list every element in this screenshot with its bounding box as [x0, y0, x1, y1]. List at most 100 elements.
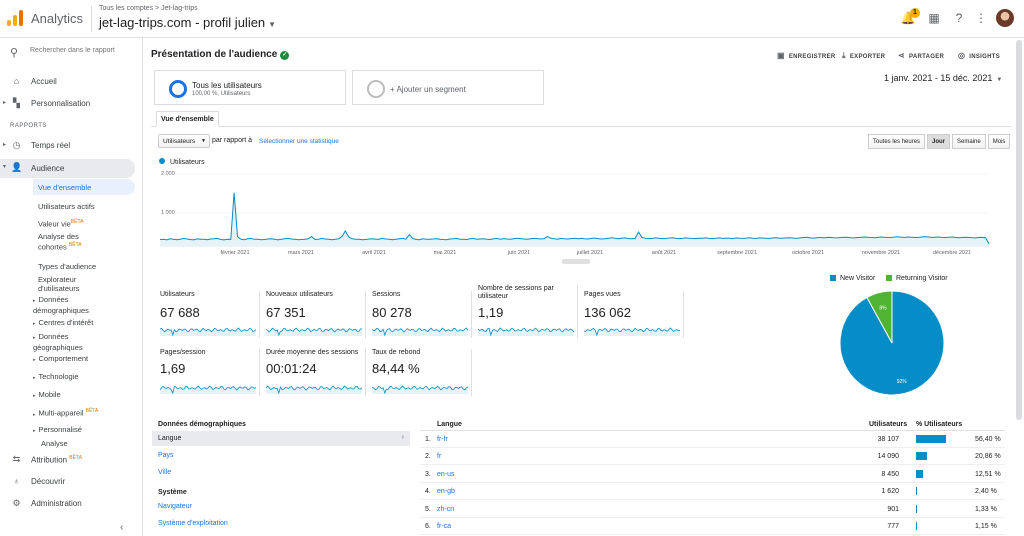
row-language-link[interactable]: fr — [437, 453, 442, 461]
pie-legend-returning: Returning Visitor — [886, 275, 948, 282]
apps-grid-icon[interactable]: ▦ — [928, 11, 940, 25]
insights-button[interactable]: ◎ INSIGHTS — [958, 51, 1000, 60]
sidebar-item-home[interactable]: ⌂ Accueil — [0, 73, 135, 90]
sidebar-item-attribution[interactable]: ⇆ Attribution BÊTA — [0, 451, 135, 468]
demographics-country[interactable]: Pays — [158, 452, 174, 459]
sidebar-sub-cohort[interactable]: Analyse des cohortes BÊTA — [38, 232, 108, 252]
scorecard-new-users[interactable]: Nouveaux utilisateurs 67 351 — [264, 291, 366, 338]
granularity-day-button[interactable]: Jour — [927, 134, 951, 149]
scorecard-value: 1,69 — [160, 361, 186, 376]
sidebar-item-audience[interactable]: ▾ 👤 Audience — [0, 159, 135, 178]
property-selector[interactable]: jet-lag-trips.com - profil julien ▼ — [99, 15, 276, 30]
breadcrumb[interactable]: Tous les comptes > Jet-lag-trips — [99, 5, 198, 12]
granularity-week-button[interactable]: Semaine — [952, 134, 986, 149]
sidebar-item-admin[interactable]: ⚙ Administration — [0, 495, 135, 512]
sparkline-area — [160, 386, 256, 394]
scorecard-sessions-per-user[interactable]: Nombre de sessions par utilisateur 1,19 — [476, 285, 578, 338]
scorecard-label: Nouveaux utilisateurs — [266, 291, 333, 298]
avatar[interactable] — [996, 9, 1014, 27]
sidebar-sub-behavior[interactable]: ▸ Comportement — [33, 354, 135, 365]
row-language-link[interactable]: en-gb — [437, 488, 455, 496]
sidebar-item-discover[interactable]: ♁ Découvrir — [0, 473, 135, 490]
col-header-users[interactable]: Utilisateurs — [869, 421, 908, 428]
sidebar-item-realtime[interactable]: ▸ ◷ Temps réel — [0, 137, 135, 154]
collapse-sidebar-icon[interactable]: ‹ — [120, 522, 124, 533]
sidebar-sub-lifetime-value[interactable]: Valeur vieBÊTA — [38, 218, 140, 229]
system-browser[interactable]: Navigateur — [158, 503, 192, 510]
table-row[interactable]: 2. fr 14 090 20,86 % — [420, 448, 1005, 466]
chart-resize-handle[interactable] — [562, 259, 590, 264]
row-share-bar — [916, 504, 917, 513]
save-icon: ▣ — [777, 51, 785, 60]
table-row[interactable]: 3. en-us 8 450 12,51 % — [420, 466, 1005, 483]
scorecard-users[interactable]: Utilisateurs 67 688 — [158, 291, 260, 338]
sidebar-sub-multi-device[interactable]: ▸ Multi-appareil BÊTA — [33, 407, 135, 420]
save-button[interactable]: ▣ ENREGISTRER — [777, 51, 836, 60]
scorecard-sessions[interactable]: Sessions 80 278 — [370, 291, 472, 338]
table-row[interactable]: 1. fr-fr 38 107 56,40 % — [420, 431, 1005, 448]
scorecard-avg-session-duration[interactable]: Durée moyenne des sessions 00:01:24 — [264, 349, 366, 396]
analytics-logo[interactable] — [7, 10, 23, 26]
add-segment-button[interactable]: + Ajouter un segment — [352, 70, 544, 105]
granularity-hourly-button[interactable]: Toutes les heures — [868, 134, 926, 149]
sidebar-sub-explorer[interactable]: Explorateur d'utilisateurs — [38, 275, 80, 293]
demographics-city[interactable]: Ville — [158, 469, 172, 476]
more-vert-icon[interactable]: ⋮ — [975, 11, 987, 25]
row-pct-users: 20,86 % — [975, 453, 1001, 461]
sidebar: ⚲ ⌂ Accueil ▸ ▚ Personnalisation RAPPORT… — [0, 38, 143, 536]
sidebar-sub-label: Mobile — [38, 390, 61, 399]
sidebar-sub-mobile[interactable]: ▸ Mobile — [33, 390, 135, 401]
sidebar-sub-analysis[interactable]: Analyse — [41, 439, 68, 448]
row-language-link[interactable]: zh-cn — [437, 505, 455, 513]
page-scrollbar[interactable] — [1016, 40, 1022, 420]
tab-overview[interactable]: Vue d'ensemble — [156, 111, 219, 127]
sidebar-sub-demographics[interactable]: ▸ Données démographiques — [33, 295, 113, 315]
pie-slice-returning-visitor[interactable] — [866, 290, 893, 344]
row-pct-users: 2,40 % — [975, 488, 997, 496]
segment-title: Tous les utilisateurs — [192, 81, 262, 90]
help-icon[interactable]: ? — [955, 11, 963, 25]
breadcrumb-item[interactable]: Jet-lag-trips — [161, 5, 198, 12]
sidebar-sub-label: Données démographiques — [33, 295, 89, 315]
breadcrumb-item[interactable]: Tous les comptes — [99, 5, 154, 12]
visitor-type-pie-chart[interactable]: 92% 8% — [837, 288, 947, 398]
sidebar-sub-custom[interactable]: ▸ Personnalisé — [33, 425, 135, 436]
row-language-link[interactable]: fr-ca — [437, 523, 451, 530]
sidebar-sub-audiences[interactable]: Types d'audience — [38, 262, 97, 271]
property-name[interactable]: jet-lag-trips.com - profil julien — [99, 15, 266, 30]
system-os[interactable]: Système d'exploitation — [158, 520, 228, 527]
table-row[interactable]: 6. fr-ca 777 1,15 % — [420, 518, 1005, 535]
expand-arrow-icon: ▸ — [33, 357, 36, 363]
share-button[interactable]: ⋖ PARTAGER — [898, 51, 944, 60]
sidebar-sub-geo[interactable]: ▸ Données géographiques — [33, 332, 113, 352]
segment-all-users[interactable]: Tous les utilisateurs 100,00 %, Utilisat… — [154, 70, 346, 105]
row-language-link[interactable]: fr-fr — [437, 436, 448, 443]
col-header-pct-users[interactable]: % Utilisateurs — [916, 421, 963, 428]
report-search[interactable]: ⚲ — [0, 44, 143, 62]
sidebar-sub-overview[interactable]: Vue d'ensemble — [33, 179, 135, 195]
scorecard-pages-per-session[interactable]: Pages/session 1,69 — [158, 349, 260, 396]
users-line-chart[interactable] — [144, 166, 1004, 250]
table-row[interactable]: 4. en-gb 1 620 2,40 % — [420, 483, 1005, 501]
table-row[interactable]: 5. zh-cn 901 1,33 % — [420, 501, 1005, 518]
x-tick-label: juin 2021 — [507, 250, 531, 256]
metric-selector[interactable]: Utilisateurs ▼ — [158, 134, 210, 148]
x-tick-label: mai 2021 — [433, 250, 457, 256]
granularity-switcher: Toutes les heures Jour Semaine Mois — [866, 134, 1011, 149]
sidebar-sub-label: Multi-appareil — [38, 408, 84, 418]
search-input[interactable] — [30, 47, 135, 54]
scorecard-bounce-rate[interactable]: Taux de rebond 84,44 % — [370, 349, 472, 396]
sidebar-sub-interests[interactable]: ▸ Centres d'intérêt — [33, 318, 135, 329]
row-share-bar — [916, 452, 928, 461]
sidebar-sub-active-users[interactable]: Utilisateurs actifs — [38, 202, 95, 211]
demographics-language[interactable]: Langue › — [152, 431, 410, 446]
expand-arrow-icon: ▸ — [33, 375, 36, 381]
row-language-link[interactable]: en-us — [437, 470, 455, 478]
granularity-month-button[interactable]: Mois — [987, 134, 1011, 149]
export-button[interactable]: ⤓ EXPORTER — [842, 51, 885, 61]
select-metric-link[interactable]: Sélectionner une statistique — [259, 138, 339, 145]
sidebar-sub-technology[interactable]: ▸ Technologie — [33, 372, 135, 383]
scorecard-pageviews[interactable]: Pages vues 136 062 — [582, 291, 684, 338]
sidebar-item-customization[interactable]: ▸ ▚ Personnalisation — [0, 95, 135, 112]
date-range-picker[interactable]: 1 janv. 2021 - 15 déc. 2021 ▼ — [884, 73, 1002, 83]
